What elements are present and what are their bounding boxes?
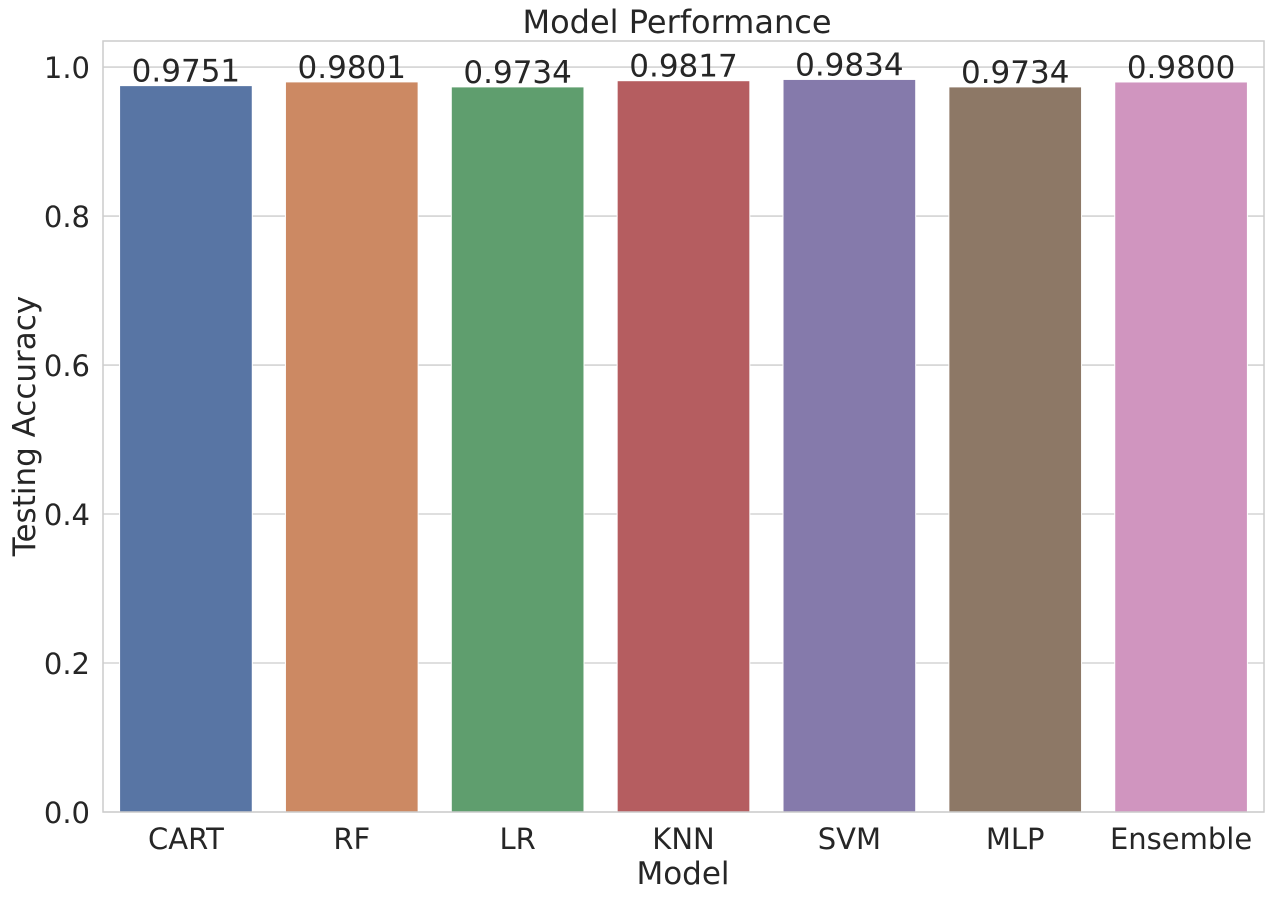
x-tick-label: RF	[333, 822, 370, 856]
y-tick-label: 0.2	[44, 647, 90, 681]
bar-ensemble	[1114, 81, 1248, 813]
x-axis-label: Model	[636, 856, 729, 892]
y-tick-label: 0.0	[44, 796, 90, 830]
x-tick-label: Ensemble	[1110, 822, 1252, 856]
bar-value-label: 0.9800	[1127, 50, 1235, 86]
axes-frame	[102, 40, 1265, 813]
bar-mlp	[948, 86, 1083, 813]
bar-cart	[119, 85, 253, 813]
bar-rf	[284, 81, 419, 813]
bar-value-label: 0.9834	[795, 47, 903, 83]
x-tick-label: KNN	[652, 822, 714, 856]
x-tick-label: MLP	[986, 822, 1045, 856]
bar-value-label: 0.9817	[629, 49, 737, 85]
bar-value-label: 0.9801	[298, 50, 406, 86]
bar-lr	[450, 86, 585, 813]
y-tick-label: 1.0	[44, 51, 90, 85]
x-tick-label: CART	[148, 822, 224, 856]
bar-svm	[782, 78, 917, 813]
chart-title: Model Performance	[522, 3, 831, 41]
y-axis-label: Testing Accuracy	[7, 296, 43, 557]
bar-value-label: 0.9751	[132, 54, 240, 90]
y-tick-label: 0.8	[44, 200, 90, 234]
bar-value-label: 0.9734	[463, 55, 571, 91]
y-tick-label: 0.6	[44, 349, 90, 383]
bar-knn	[616, 80, 751, 813]
x-tick-label: LR	[499, 822, 535, 856]
bar-value-label: 0.9734	[961, 55, 1069, 91]
plot-area: 0.0 0.2 0.4 0.6 0.8 1.0 0.9751 CART 0.9801 RF 0.97…	[44, 40, 1265, 856]
x-tick-label: SVM	[818, 822, 881, 856]
y-tick-label: 0.4	[44, 498, 90, 532]
